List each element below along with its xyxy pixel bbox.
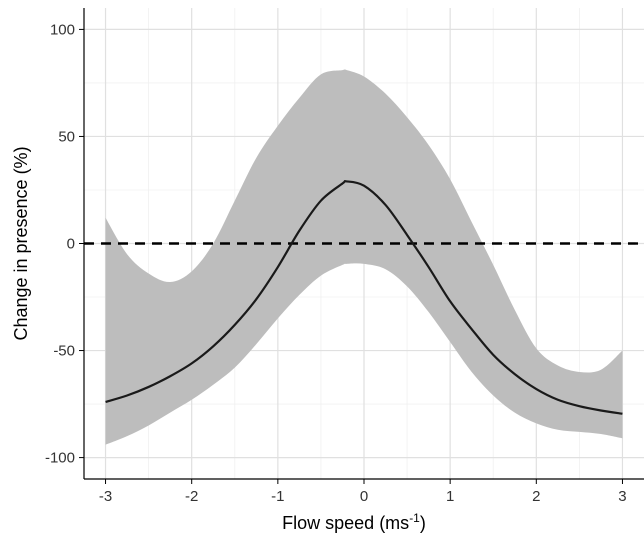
x-axis-title: Flow speed (ms-1)	[282, 511, 426, 533]
x-tick-label: -3	[99, 488, 112, 505]
x-tick-label: -1	[271, 488, 284, 505]
confidence-band	[105, 69, 623, 445]
x-axis-ticks: -3 -2 -1 0 1 2 3	[99, 479, 627, 505]
y-tick-label: 100	[50, 21, 75, 38]
y-tick-label: 50	[58, 128, 75, 145]
y-axis-ticks: -100 -50 0 50 100	[45, 21, 84, 467]
y-axis-title: Change in presence (%)	[11, 146, 31, 340]
x-tick-label: 0	[360, 488, 368, 505]
x-tick-label: 3	[618, 488, 626, 505]
x-axis-title-main: Flow speed (ms	[282, 513, 409, 533]
y-tick-label: -50	[53, 343, 75, 360]
x-axis-title-suffix: )	[420, 513, 426, 533]
x-axis-title-superscript: -1	[409, 511, 420, 525]
x-tick-label: -2	[185, 488, 198, 505]
fitted-line	[105, 179, 623, 415]
y-tick-label: -100	[45, 450, 75, 467]
x-tick-label: 2	[532, 488, 540, 505]
x-tick-label: 1	[446, 488, 454, 505]
y-tick-label: 0	[67, 236, 75, 253]
